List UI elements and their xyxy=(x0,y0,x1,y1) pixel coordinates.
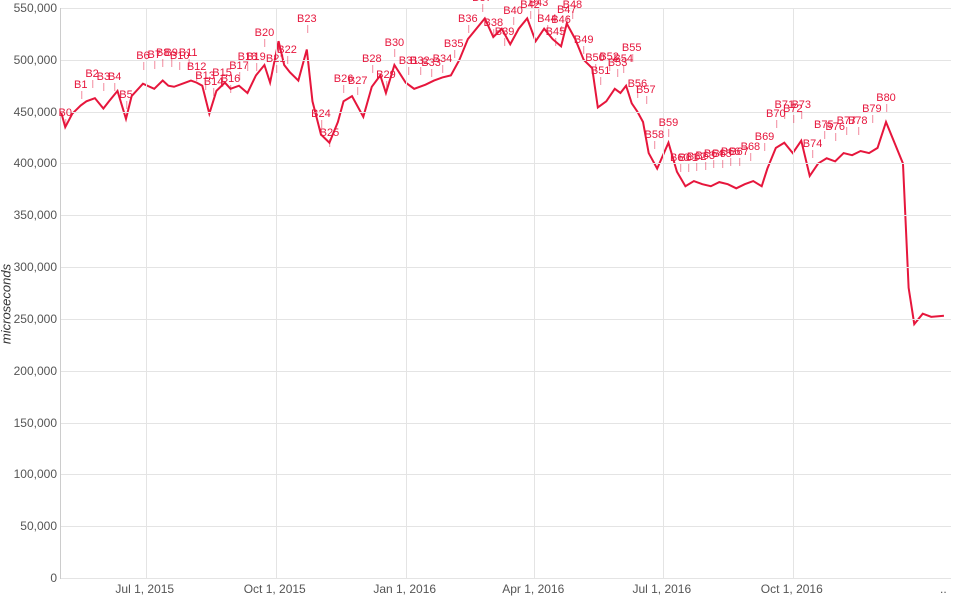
annotation: B37 xyxy=(472,0,492,4)
timeseries-chart: microseconds B0B1B2B3B4B5B6B7B8B9B10B11B… xyxy=(0,0,959,608)
x-tick: Oct 1, 2016 xyxy=(761,582,823,596)
plot-area: B0B1B2B3B4B5B6B7B8B9B10B11B12B13B14B15B1… xyxy=(60,8,951,579)
y-tick: 450,000 xyxy=(3,105,57,119)
x-overflow-dots: .. xyxy=(940,582,947,596)
line-series xyxy=(61,8,951,578)
x-tick: Jan 1, 2016 xyxy=(373,582,436,596)
y-tick: 200,000 xyxy=(3,364,57,378)
y-tick: 50,000 xyxy=(3,519,57,533)
x-tick: Apr 1, 2016 xyxy=(502,582,564,596)
y-axis-label: microseconds xyxy=(0,264,14,344)
y-tick: 0 xyxy=(3,571,57,585)
x-tick: Oct 1, 2015 xyxy=(244,582,306,596)
y-tick: 500,000 xyxy=(3,53,57,67)
y-tick: 350,000 xyxy=(3,208,57,222)
y-tick: 150,000 xyxy=(3,416,57,430)
y-tick: 100,000 xyxy=(3,467,57,481)
y-tick: 550,000 xyxy=(3,1,57,15)
y-tick: 250,000 xyxy=(3,312,57,326)
y-tick: 300,000 xyxy=(3,260,57,274)
x-tick: Jul 1, 2015 xyxy=(115,582,174,596)
x-tick: Jul 1, 2016 xyxy=(632,582,691,596)
y-tick: 400,000 xyxy=(3,156,57,170)
